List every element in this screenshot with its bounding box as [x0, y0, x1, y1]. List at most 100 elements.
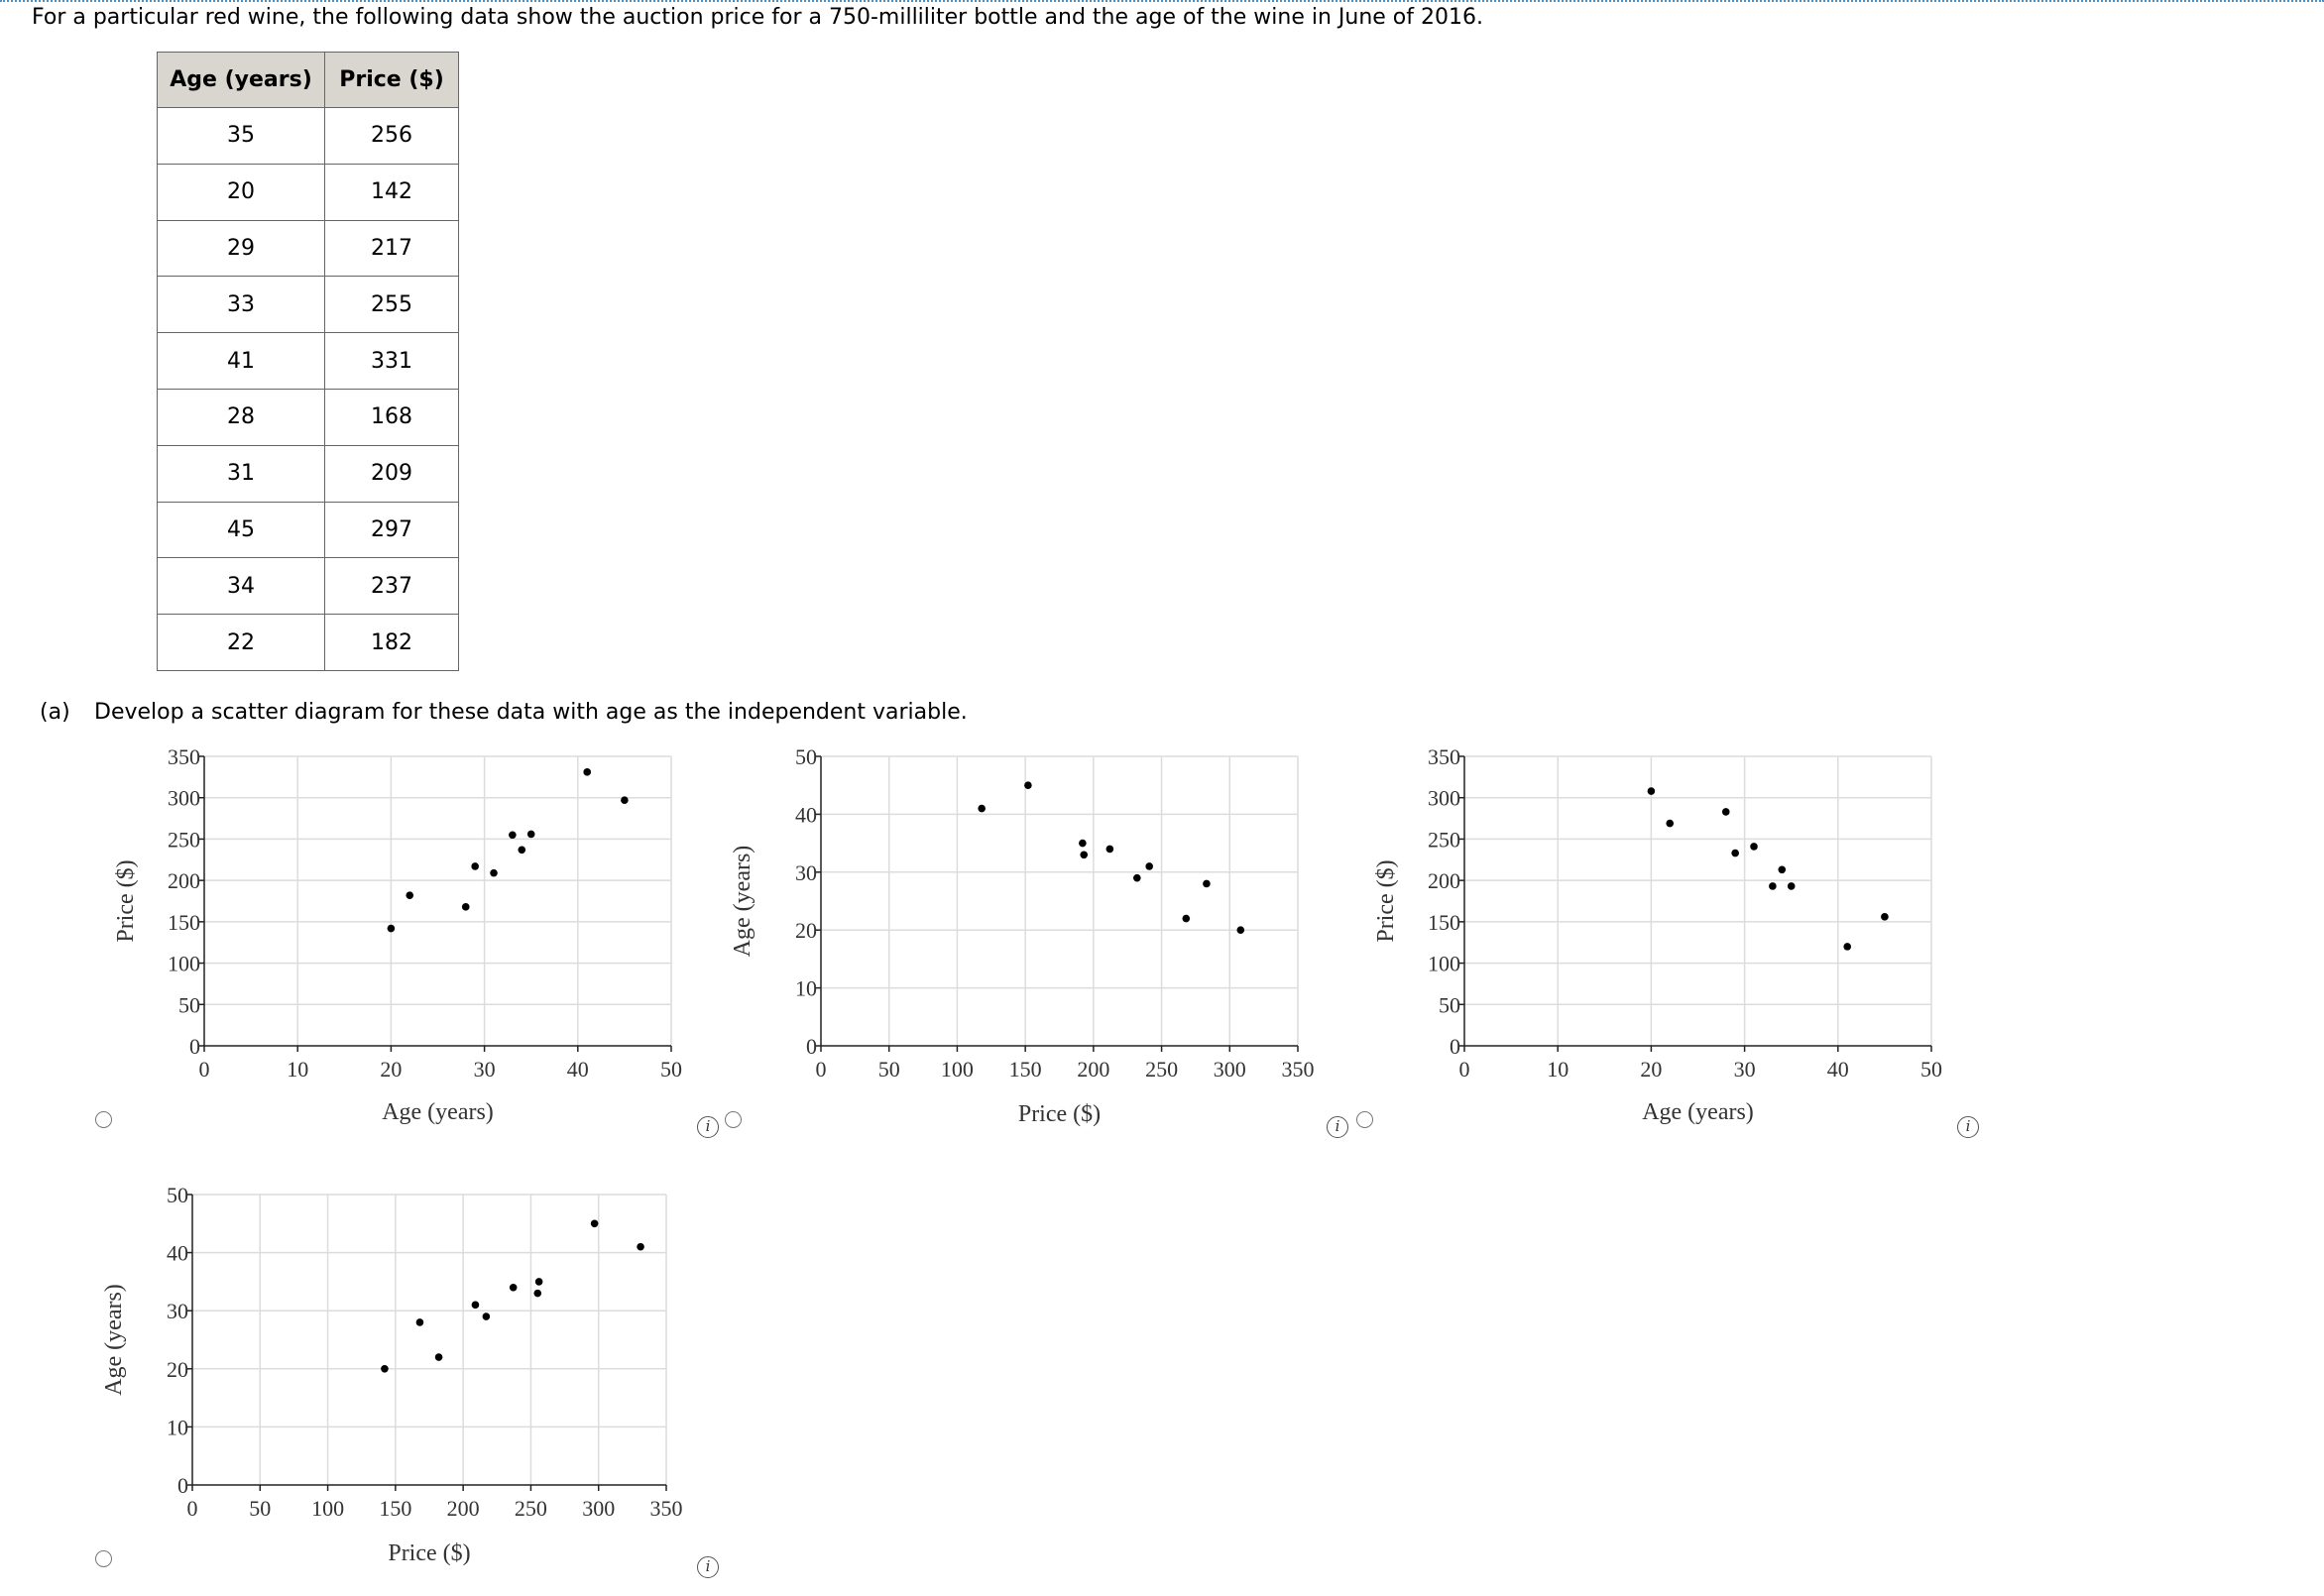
- top-divider: [0, 0, 2324, 2]
- x-tick-label: 150: [1009, 1057, 1042, 1082]
- info-icon[interactable]: i: [697, 1116, 719, 1138]
- y-tick-label: 300: [168, 786, 200, 811]
- x-tick-label: 200: [447, 1496, 480, 1521]
- data-point: [1731, 849, 1739, 857]
- data-point: [590, 1219, 599, 1228]
- y-tick-label: 50: [167, 1183, 188, 1207]
- data-point: [461, 903, 470, 911]
- data-point: [509, 831, 517, 840]
- data-point: [381, 1365, 389, 1373]
- data-point: [471, 862, 479, 870]
- data-point: [1024, 781, 1032, 789]
- y-tick-label: 0: [177, 1473, 188, 1498]
- y-tick-label: 250: [1428, 827, 1460, 852]
- info-icon[interactable]: i: [1327, 1116, 1348, 1138]
- table-row: 29 217: [157, 219, 459, 278]
- age-cell: 31: [157, 444, 325, 503]
- price-cell: 255: [324, 276, 459, 334]
- part-a-label: (a): [40, 700, 70, 725]
- x-axis-title: Price ($): [388, 1540, 470, 1566]
- x-tick-label: 200: [1077, 1057, 1109, 1082]
- data-point: [434, 1353, 443, 1361]
- y-tick-label: 0: [189, 1034, 200, 1059]
- y-tick-label: 200: [168, 868, 200, 893]
- table-row: 31 209: [157, 444, 459, 503]
- info-icon[interactable]: i: [697, 1556, 719, 1578]
- data-point: [1133, 873, 1141, 882]
- y-tick-label: 100: [1428, 952, 1460, 976]
- option-radio-1[interactable]: [95, 1111, 112, 1128]
- y-tick-label: 150: [168, 910, 200, 935]
- x-tick-label: 350: [650, 1496, 683, 1521]
- price-cell: 297: [324, 501, 459, 559]
- y-tick-label: 10: [167, 1415, 188, 1439]
- y-tick-label: 0: [1450, 1034, 1460, 1059]
- x-tick-label: 0: [187, 1496, 198, 1521]
- column-header-price: Price ($): [324, 52, 459, 108]
- data-point: [1787, 882, 1796, 890]
- data-point: [583, 768, 592, 776]
- scatter-plot-1: 0 50 100 150 200 250 300 350 0 10 20 30 40 50 Age (yea…: [113, 744, 682, 1125]
- data-point: [534, 1278, 543, 1286]
- y-tick-label: 350: [1428, 744, 1460, 769]
- data-point: [1750, 843, 1758, 851]
- data-point: [1203, 879, 1211, 888]
- data-point: [482, 1312, 491, 1320]
- option-radio-2[interactable]: [725, 1111, 742, 1128]
- data-point: [1079, 839, 1087, 848]
- data-point: [1182, 914, 1191, 923]
- y-tick-label: 200: [1428, 868, 1460, 893]
- x-tick-label: 20: [380, 1057, 402, 1082]
- x-tick-label: 40: [1827, 1057, 1849, 1082]
- x-tick-label: 50: [1920, 1057, 1942, 1082]
- data-point: [1647, 787, 1656, 795]
- info-icon[interactable]: i: [1957, 1116, 1979, 1138]
- table-row: 35 256: [157, 107, 459, 165]
- y-axis-title: Price ($): [113, 859, 139, 942]
- age-cell: 22: [157, 614, 325, 671]
- data-point: [637, 1242, 644, 1251]
- age-cell: 20: [157, 163, 325, 221]
- data-point: [526, 830, 535, 839]
- table-row: 28 168: [157, 388, 459, 446]
- x-tick-label: 150: [379, 1496, 411, 1521]
- y-tick-label: 10: [795, 976, 817, 1001]
- option-radio-3[interactable]: [1356, 1111, 1373, 1128]
- x-tick-label: 10: [287, 1057, 308, 1082]
- price-cell: 182: [324, 614, 459, 671]
- x-tick-label: 0: [816, 1057, 827, 1082]
- option-radio-4[interactable]: [95, 1550, 112, 1567]
- x-tick-label: 100: [311, 1496, 344, 1521]
- data-point: [490, 868, 498, 877]
- scatter-plot-2: 0 10 20 30 40 50 0 50 100 150 200 250 300 350 Price ($…: [730, 744, 1315, 1127]
- y-axis-title: Age (years): [730, 846, 755, 958]
- x-tick-label: 300: [1214, 1057, 1246, 1082]
- y-axis-title: Age (years): [101, 1284, 127, 1396]
- x-tick-label: 40: [567, 1057, 589, 1082]
- price-cell: 168: [324, 388, 459, 446]
- x-axis-title: Age (years): [382, 1099, 494, 1125]
- scatter-plot-4: 0 10 20 30 40 50 0 50 100 150 200 250 300 350 Price ($…: [101, 1183, 683, 1566]
- age-cell: 29: [157, 219, 325, 278]
- y-tick-label: 250: [168, 827, 200, 852]
- data-point: [533, 1289, 542, 1298]
- y-tick-label: 30: [167, 1299, 188, 1323]
- price-cell: 217: [324, 219, 459, 278]
- x-tick-label: 20: [1640, 1057, 1662, 1082]
- x-tick-label: 100: [941, 1057, 974, 1082]
- data-point: [509, 1283, 518, 1292]
- scatter-plot-3: 0 50 100 150 200 250 300 350 0 10 20 30 40 50 Age (yea…: [1373, 744, 1942, 1125]
- x-tick-label: 350: [1282, 1057, 1315, 1082]
- x-tick-label: 0: [1459, 1057, 1470, 1082]
- y-tick-label: 300: [1428, 786, 1460, 811]
- y-tick-label: 30: [795, 860, 817, 885]
- data-point: [1778, 865, 1787, 874]
- data-point: [1105, 845, 1114, 854]
- y-tick-label: 0: [806, 1034, 817, 1059]
- data-point: [518, 846, 526, 855]
- data-point: [1769, 882, 1777, 890]
- y-tick-label: 40: [795, 802, 817, 827]
- x-tick-label: 50: [249, 1496, 271, 1521]
- data-point: [471, 1301, 480, 1310]
- data-point: [1843, 943, 1852, 951]
